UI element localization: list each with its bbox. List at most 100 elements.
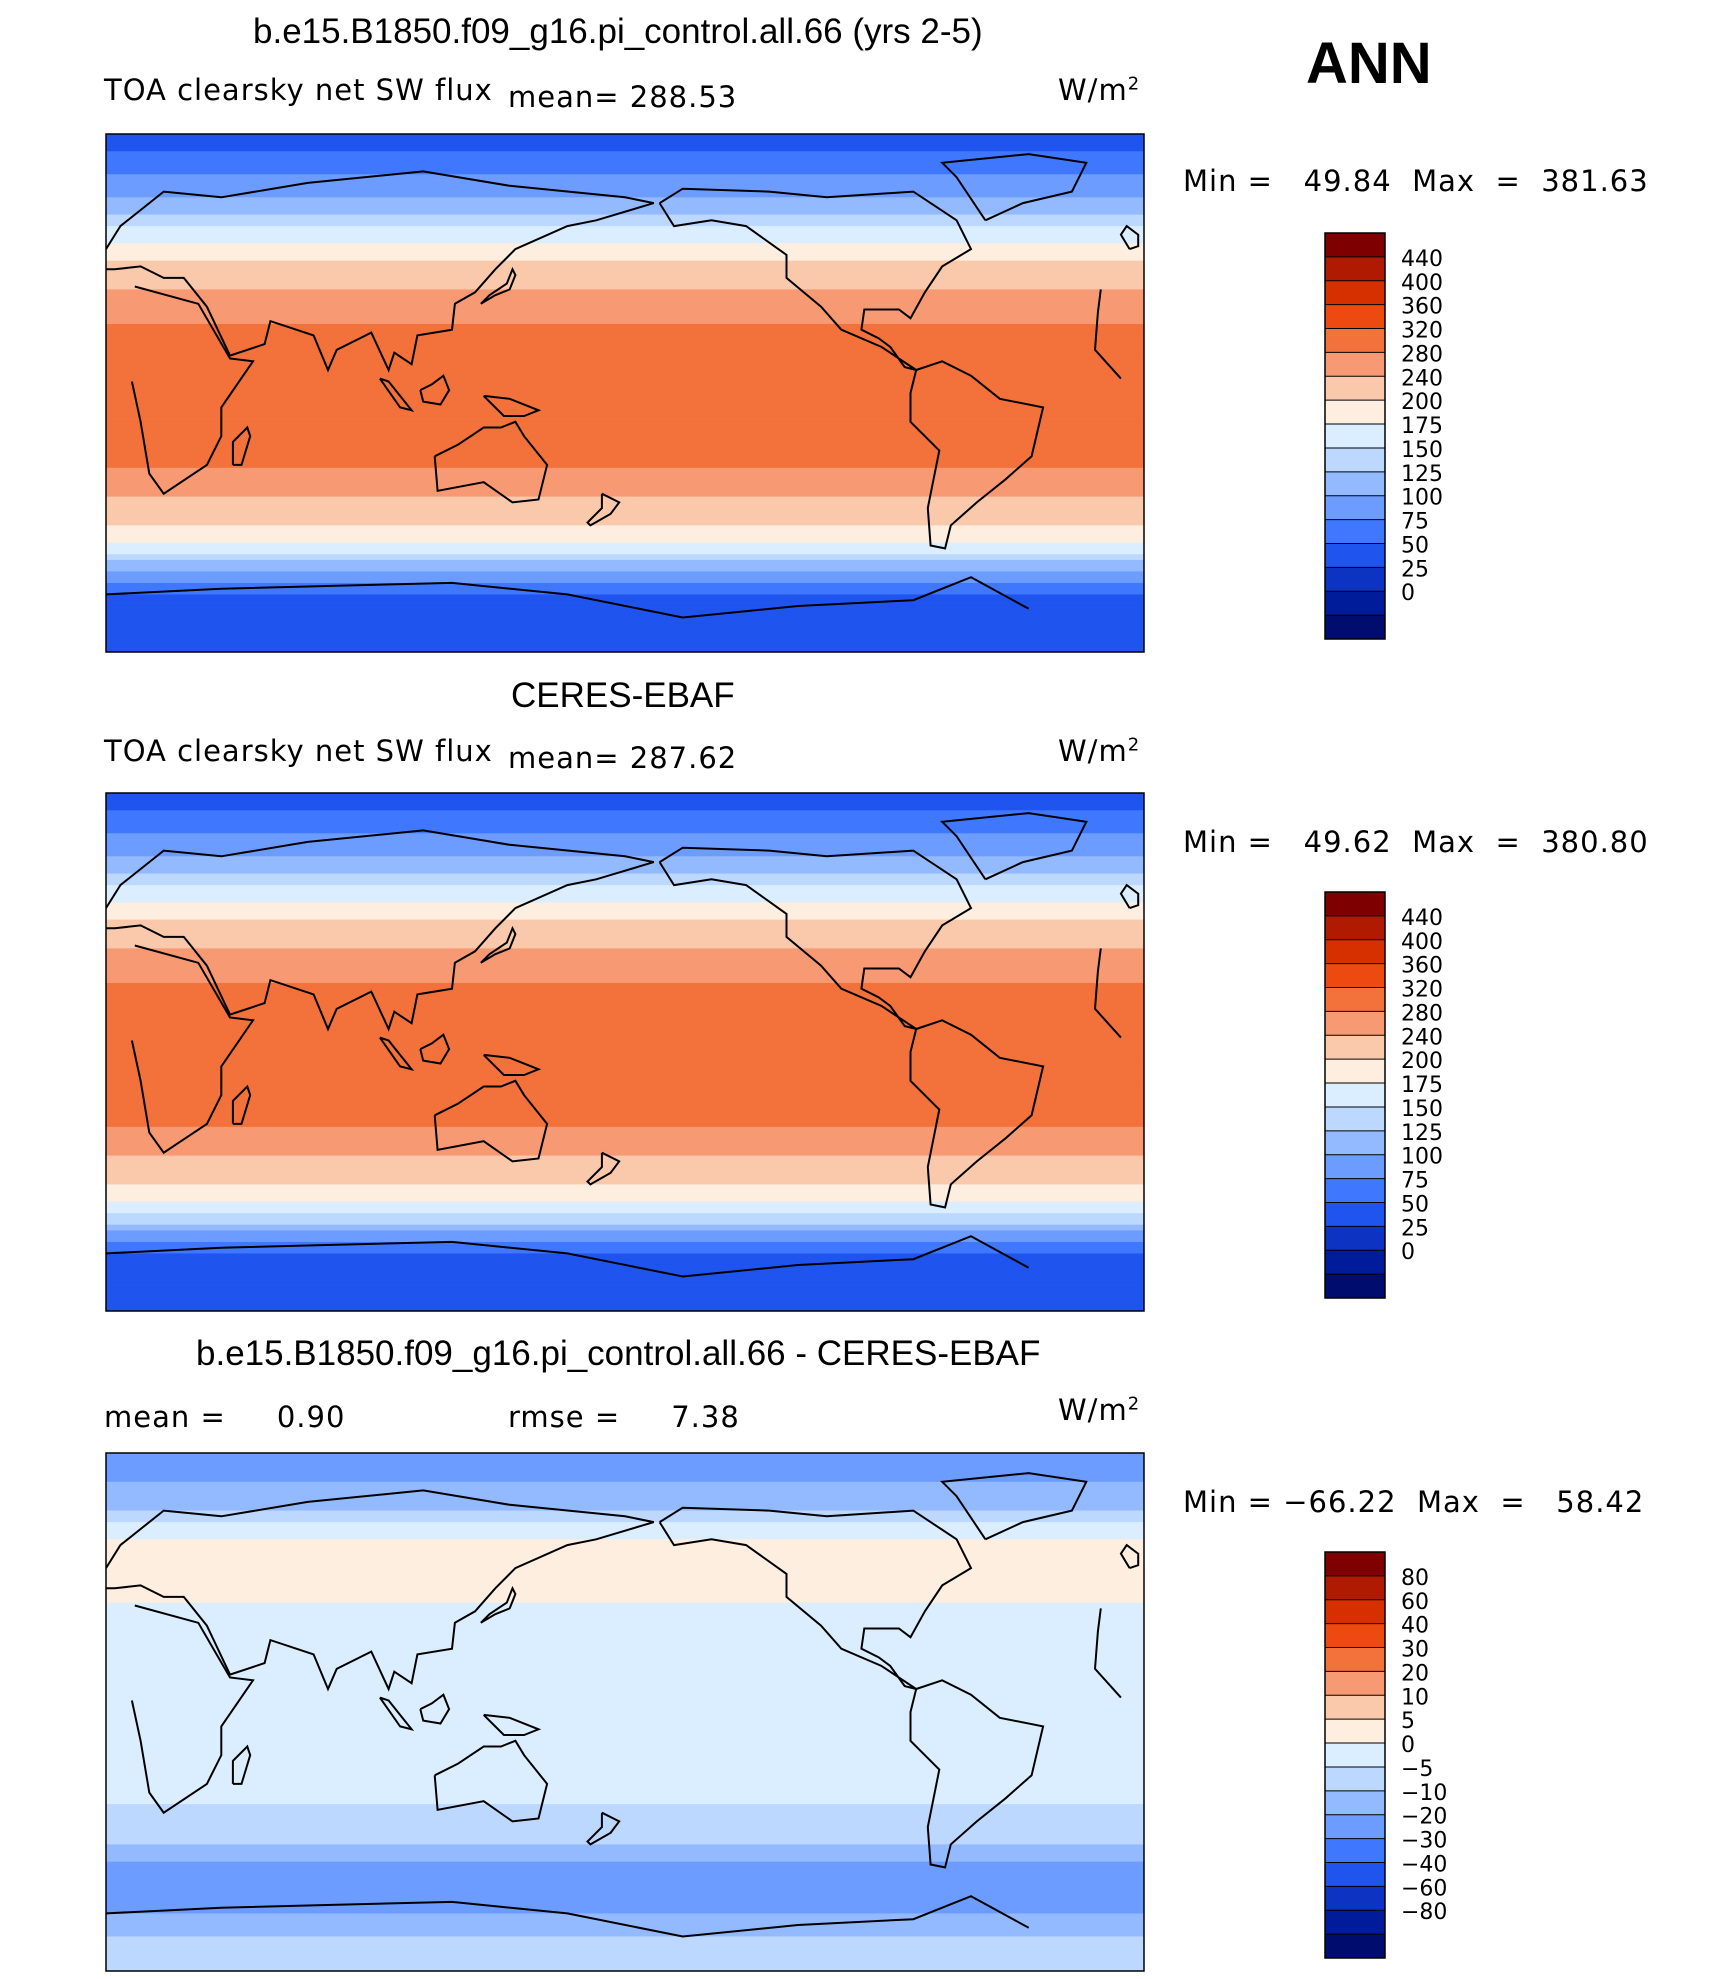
zonal-band <box>106 490 1144 498</box>
colorbar-tick-label: −5 <box>1401 1757 1433 1782</box>
zonal-band <box>106 1884 1144 1892</box>
zonal-band <box>106 1103 1144 1111</box>
zonal-band <box>106 1815 1144 1822</box>
zonal-band <box>106 203 1144 210</box>
zonal-band <box>106 214 1144 221</box>
zonal-band <box>106 873 1144 880</box>
zonal-band <box>106 548 1144 555</box>
zonal-band <box>106 1792 1144 1799</box>
zonal-band <box>106 1763 1144 1771</box>
colorbar-swatch <box>1325 1862 1385 1887</box>
zonal-band <box>106 1005 1144 1013</box>
zonal-band <box>106 416 1144 423</box>
zonal-band <box>106 1481 1144 1489</box>
zonal-band <box>106 1614 1144 1621</box>
zonal-band <box>106 1740 1144 1748</box>
colorbar-swatch <box>1325 1814 1385 1840</box>
colorbar-swatch <box>1325 987 1385 1012</box>
zonal-band <box>106 839 1144 846</box>
zonal-band <box>106 559 1144 567</box>
zonal-band <box>106 231 1144 239</box>
zonal-band <box>106 1539 1144 1546</box>
colorbar-swatch <box>1325 447 1385 473</box>
zonal-band <box>106 226 1144 233</box>
coastline <box>940 812 1088 881</box>
coastline <box>909 1679 1045 1869</box>
zonal-band <box>106 485 1144 492</box>
colorbar-tick-label: −30 <box>1401 1829 1447 1854</box>
zonal-band <box>106 254 1144 262</box>
colorbar-tick-label: 400 <box>1401 930 1443 955</box>
colorbar-tick-label: 60 <box>1401 1590 1429 1615</box>
zonal-band <box>106 1132 1144 1139</box>
colorbar-tick-label: 0 <box>1401 581 1415 606</box>
zonal-band <box>106 623 1144 630</box>
zonal-band <box>106 1832 1144 1840</box>
zonal-band <box>106 393 1144 400</box>
zonal-band <box>106 1259 1144 1266</box>
zonal-band <box>106 1126 1144 1134</box>
zonal-band <box>106 1138 1144 1145</box>
colorbar-swatch <box>1325 1130 1385 1156</box>
colorbar-swatch <box>1325 1083 1385 1108</box>
zonal-band <box>106 277 1144 285</box>
colorbar-swatch <box>1325 1178 1385 1203</box>
zonal-band <box>106 577 1144 584</box>
colorbar-tick-label: 75 <box>1401 1169 1429 1194</box>
zonal-band <box>106 1230 1144 1237</box>
colorbar-swatch <box>1325 304 1385 330</box>
colorbar-swatch <box>1325 1934 1385 1959</box>
colorbar-swatch <box>1325 256 1385 282</box>
colorbar-swatch <box>1325 1575 1385 1601</box>
zonal-band <box>106 634 1144 642</box>
zonal-band <box>106 1712 1144 1719</box>
colorbar-swatch <box>1325 376 1385 401</box>
zonal-band <box>106 850 1144 857</box>
colorbar-swatch <box>1325 1647 1385 1672</box>
zonal-band <box>106 628 1144 636</box>
zonal-band <box>106 1665 1144 1673</box>
zonal-band <box>106 1838 1144 1845</box>
zonal-band <box>106 1522 1144 1529</box>
zonal-band <box>106 1844 1144 1851</box>
zonal-band <box>106 329 1144 337</box>
coastline <box>419 1693 451 1725</box>
colorbar-swatch <box>1325 567 1385 592</box>
zonal-band <box>106 502 1144 509</box>
colorbar-swatch <box>1325 1910 1385 1935</box>
colorbar-tick-label: 280 <box>1401 1001 1443 1026</box>
zonal-band <box>106 959 1144 967</box>
colorbar-tick-label: −10 <box>1401 1781 1447 1806</box>
colorbar-swatch <box>1325 1695 1385 1720</box>
zonal-band <box>106 1144 1144 1151</box>
zonal-band <box>106 931 1144 938</box>
zonal-band <box>106 1052 1144 1059</box>
zonal-band <box>106 1562 1144 1569</box>
zonal-band <box>106 1579 1144 1586</box>
zonal-band <box>106 856 1144 863</box>
zonal-band <box>106 1873 1144 1880</box>
zonal-band <box>106 1493 1144 1500</box>
zonal-band <box>106 977 1144 984</box>
zonal-band <box>106 1855 1144 1863</box>
colorbar-tick-label: 360 <box>1401 295 1443 320</box>
zonal-band <box>106 134 1144 141</box>
zonal-band <box>106 1660 1144 1667</box>
colorbar-swatch <box>1325 1766 1385 1792</box>
coastline <box>482 394 542 417</box>
coastline <box>433 1079 549 1163</box>
colorbar-swatch <box>1325 591 1385 616</box>
colorbar-tick-label: 440 <box>1401 247 1443 272</box>
colorbar-swatch <box>1325 424 1385 449</box>
panel2-title: CERES-EBAF <box>511 676 735 715</box>
zonal-band <box>106 1161 1144 1168</box>
zonal-band <box>106 243 1144 250</box>
coastline <box>379 1036 415 1071</box>
zonal-band <box>106 1758 1144 1765</box>
map-frame-3 <box>105 1452 1145 1972</box>
colorbar-swatch <box>1325 1790 1385 1816</box>
colorbar-swatch <box>1325 939 1385 965</box>
zonal-band <box>106 936 1144 944</box>
zonal-band <box>106 896 1144 903</box>
